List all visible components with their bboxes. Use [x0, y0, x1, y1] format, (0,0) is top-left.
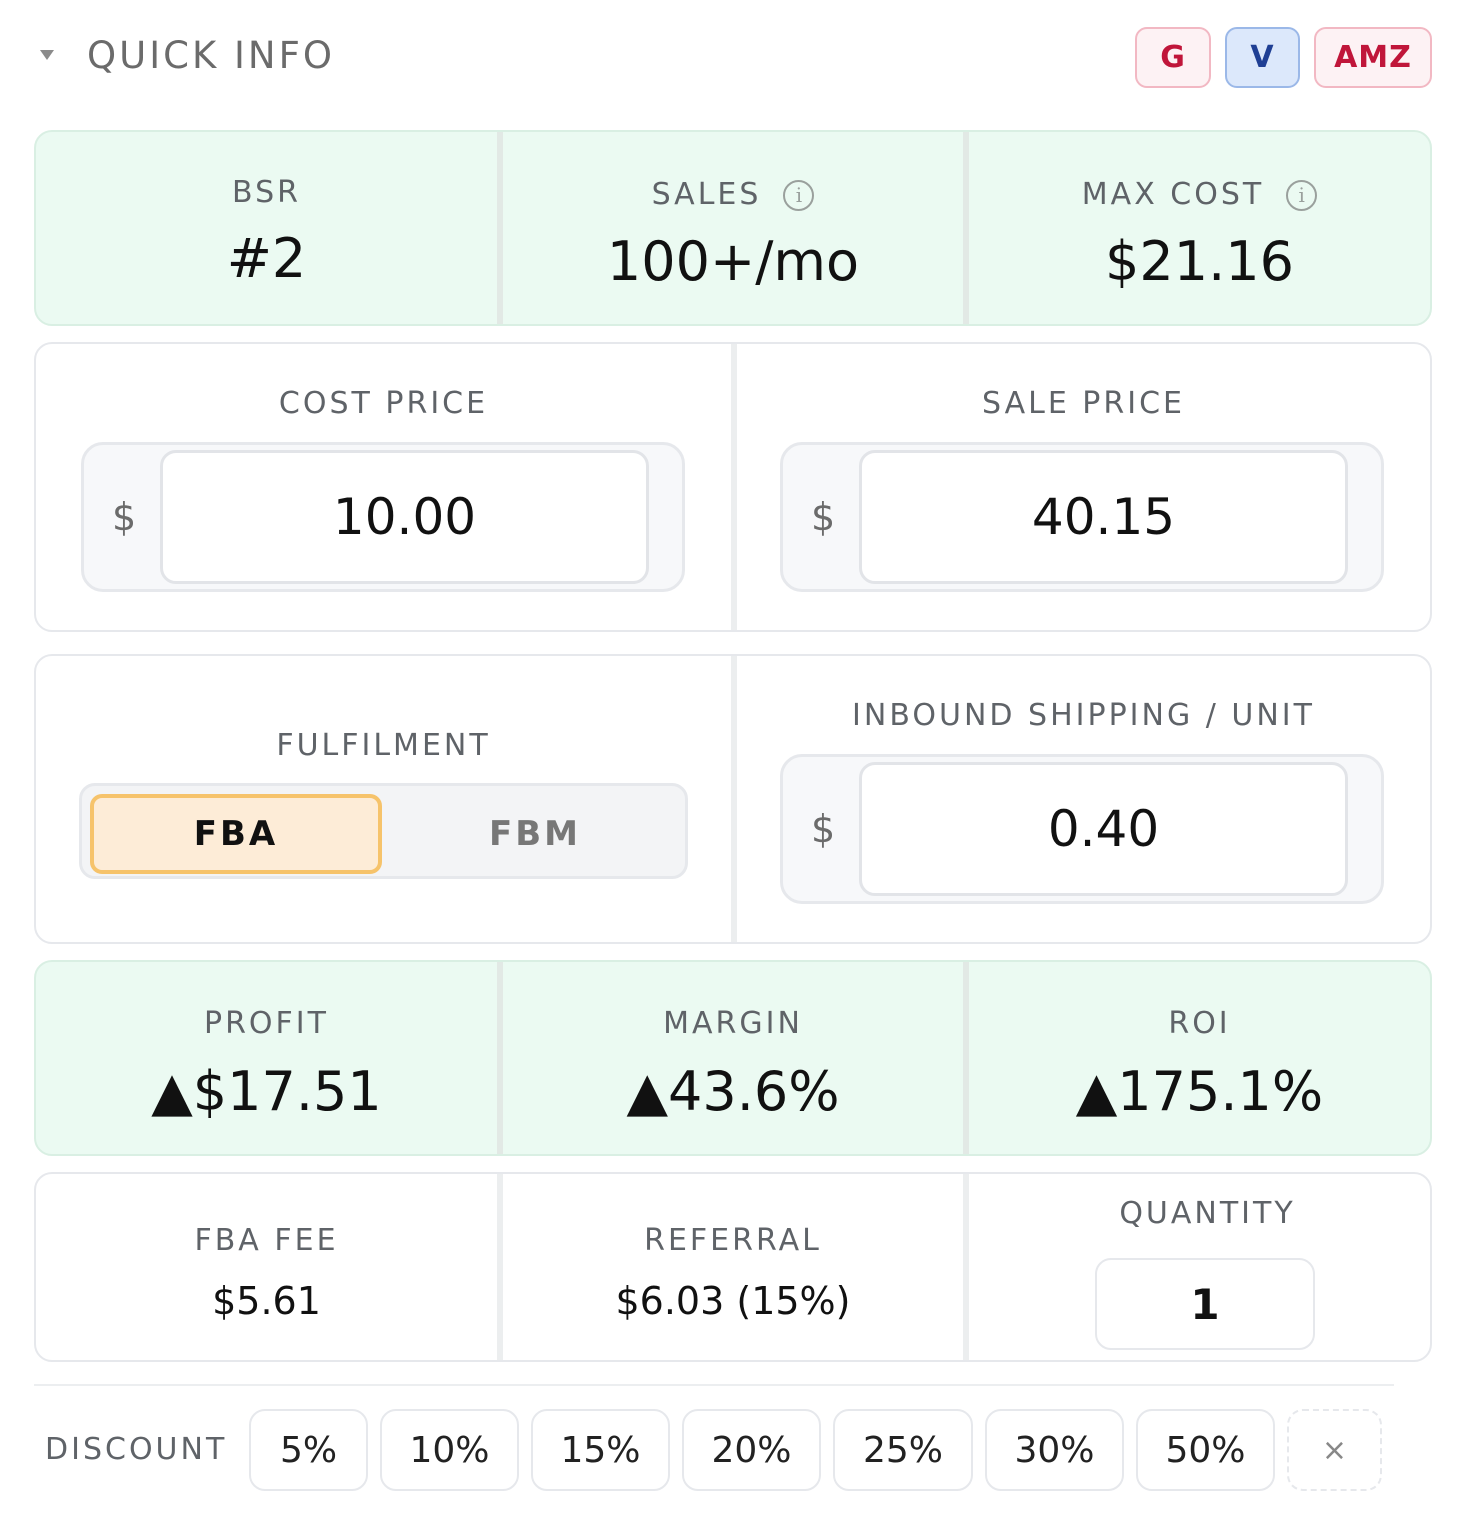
sales-card: SALES i 100+/mo: [503, 132, 963, 324]
quantity-card: QUANTITY 1: [969, 1174, 1430, 1360]
info-icon[interactable]: i: [783, 180, 815, 211]
profit-label: PROFIT: [204, 1006, 329, 1041]
discount-20-button[interactable]: 20%: [682, 1409, 821, 1491]
inbound-shipping-card: INBOUND SHIPPING / UNIT $ 0.40: [737, 656, 1430, 942]
divider: [497, 132, 503, 324]
discount-50-button[interactable]: 50%: [1136, 1409, 1275, 1491]
discount-15-button[interactable]: 15%: [531, 1409, 670, 1491]
margin-label: MARGIN: [663, 1006, 803, 1041]
margin-value: ▲43.6%: [626, 1060, 840, 1123]
clear-discount-close-icon[interactable]: ×: [1287, 1409, 1382, 1491]
amazon-link-button[interactable]: AMZ: [1314, 27, 1432, 88]
cost-price-input[interactable]: 10.00: [160, 450, 649, 584]
roi-label: ROI: [1168, 1006, 1231, 1041]
cost-price-label: COST PRICE: [278, 386, 489, 421]
discount-label: DISCOUNT: [45, 1432, 228, 1467]
sale-price-input[interactable]: 40.15: [859, 450, 1348, 584]
quantity-label: QUANTITY: [1119, 1196, 1296, 1231]
currency-symbol: $: [811, 807, 836, 851]
max-cost-label: MAX COST: [1081, 177, 1265, 212]
quick-info-header: QUICK INFO G V AMZ: [0, 0, 1472, 118]
roi-card: ROI ▲175.1%: [969, 962, 1430, 1154]
divider: [963, 132, 969, 324]
sales-label-row: SALES i: [503, 177, 963, 212]
divider: [963, 962, 969, 1154]
discount-5-button[interactable]: 5%: [249, 1409, 368, 1491]
fulfilment-toggle: FBA FBM: [79, 783, 688, 879]
fees-row: FBA FEE $5.61 REFERRAL $6.03 (15%) QUANT…: [34, 1172, 1432, 1362]
sale-price-input-group: $ 40.15: [780, 442, 1384, 592]
bsr-label: BSR: [232, 175, 301, 210]
divider: [731, 344, 737, 630]
sale-price-card: SALE PRICE $ 40.15: [737, 344, 1430, 630]
profit-card: PROFIT ▲$17.51: [36, 962, 497, 1154]
divider: [497, 1174, 503, 1360]
fulfilment-label: FULFILMENT: [276, 728, 491, 763]
collapse-caret-icon[interactable]: [40, 50, 54, 60]
results-row: PROFIT ▲$17.51 MARGIN ▲43.6% ROI ▲175.1%: [34, 960, 1432, 1156]
currency-symbol: $: [112, 495, 137, 539]
inbound-shipping-input-group: $ 0.40: [780, 754, 1384, 904]
prices-row: COST PRICE $ 10.00 SALE PRICE $ 40.15: [34, 342, 1432, 632]
discount-30-button[interactable]: 30%: [985, 1409, 1124, 1491]
bsr-value: #2: [226, 227, 307, 290]
google-search-button[interactable]: G: [1135, 27, 1211, 88]
section-title[interactable]: QUICK INFO: [87, 34, 335, 77]
inbound-shipping-input[interactable]: 0.40: [859, 762, 1348, 896]
fba-fee-card: FBA FEE $5.61: [36, 1174, 497, 1360]
fba-fee-label: FBA FEE: [194, 1223, 339, 1258]
discount-10-button[interactable]: 10%: [380, 1409, 519, 1491]
roi-value: ▲175.1%: [1075, 1060, 1324, 1123]
inbound-shipping-label: INBOUND SHIPPING / UNIT: [852, 698, 1315, 733]
bsr-card: BSR #2: [36, 132, 497, 324]
margin-card: MARGIN ▲43.6%: [503, 962, 963, 1154]
fulfilment-card: FULFILMENT FBA FBM: [36, 656, 731, 942]
discount-25-button[interactable]: 25%: [833, 1409, 973, 1491]
profit-value: ▲$17.51: [151, 1060, 382, 1123]
fulfilment-row: FULFILMENT FBA FBM INBOUND SHIPPING / UN…: [34, 654, 1432, 944]
sale-price-label: SALE PRICE: [981, 386, 1185, 421]
v-link-button[interactable]: V: [1225, 27, 1300, 88]
sales-label: SALES: [651, 177, 762, 212]
fbm-option[interactable]: FBM: [489, 814, 581, 854]
max-cost-label-row: MAX COST i: [969, 177, 1430, 212]
quantity-input[interactable]: 1: [1095, 1258, 1315, 1350]
fba-option[interactable]: FBA: [90, 794, 382, 874]
stats-row: BSR #2 SALES i 100+/mo MAX COST i $21.16: [34, 130, 1432, 326]
section-divider: [34, 1384, 1394, 1386]
sales-value: 100+/mo: [606, 230, 860, 293]
fba-fee-value: $5.61: [212, 1279, 321, 1323]
currency-symbol: $: [811, 495, 836, 539]
cost-price-card: COST PRICE $ 10.00: [36, 344, 731, 630]
divider: [497, 962, 503, 1154]
info-icon[interactable]: i: [1286, 180, 1318, 211]
max-cost-value: $21.16: [1105, 230, 1294, 293]
referral-value: $6.03 (15%): [615, 1279, 851, 1323]
divider: [963, 1174, 969, 1360]
cost-price-input-group: $ 10.00: [81, 442, 685, 592]
max-cost-card: MAX COST i $21.16: [969, 132, 1430, 324]
referral-label: REFERRAL: [644, 1223, 822, 1258]
divider: [731, 656, 737, 942]
referral-card: REFERRAL $6.03 (15%): [503, 1174, 963, 1360]
